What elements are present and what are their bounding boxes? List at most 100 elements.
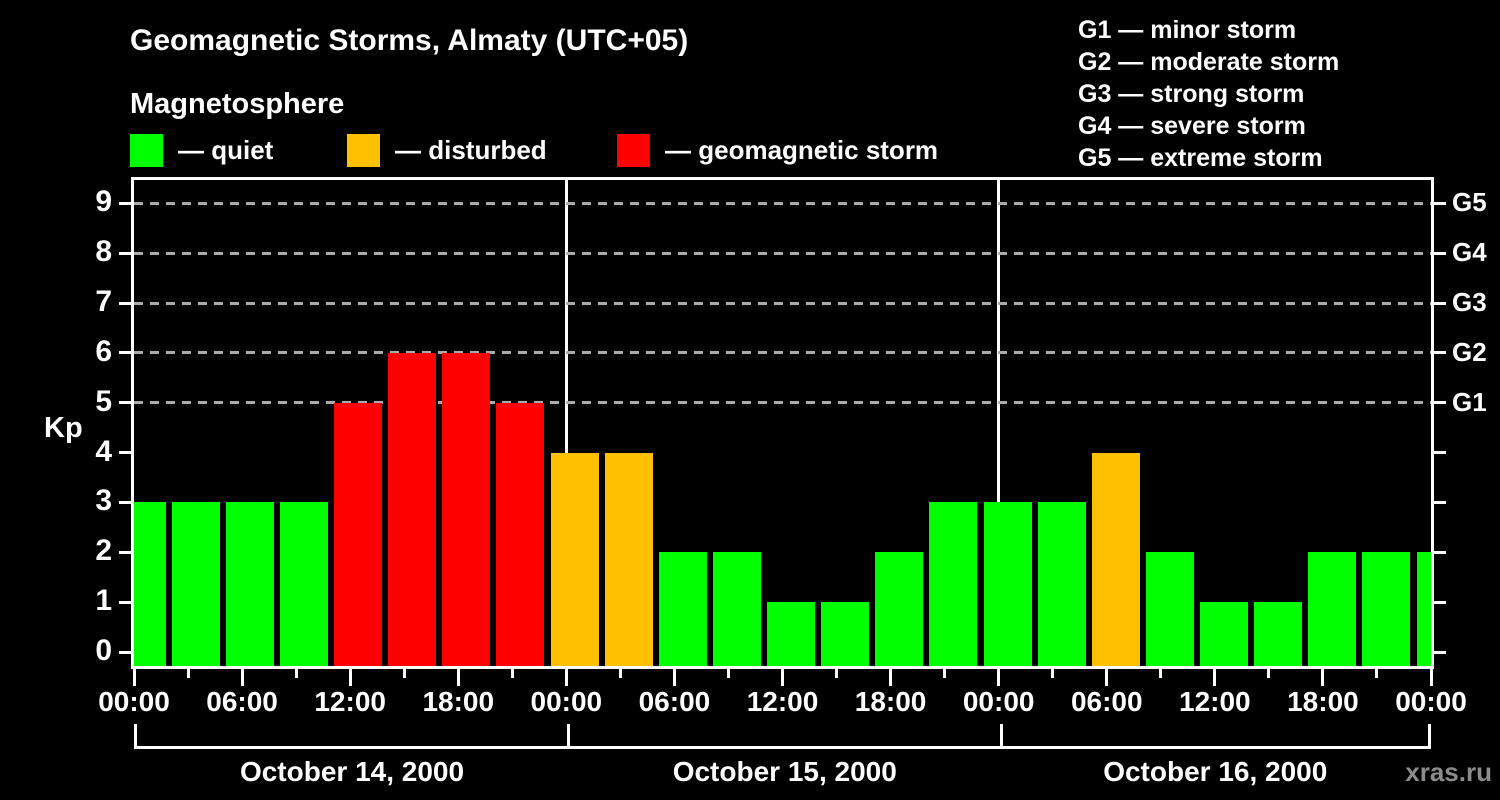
y-tick-right [1434,500,1446,504]
kp-bar [1091,452,1140,668]
date-label-day3: October 16, 2000 [1103,756,1328,787]
g-legend-line-3: G3 — strong storm [1078,80,1305,108]
x-tick [835,669,839,678]
watermark: xras.ru [1405,757,1492,787]
y-axis-title: Kp [44,412,83,444]
y-tick-label: 6 [95,334,112,368]
g-legend-line-1: G1 — minor storm [1078,16,1297,44]
x-tick [510,669,514,678]
g-legend-line-2: G2 — moderate storm [1078,48,1340,76]
kp-bar [225,502,274,668]
x-tick [564,669,568,686]
date-bracket-tick [134,724,137,749]
gridline-kp5 [134,401,1431,405]
x-tick [402,669,406,678]
legend-item-geomagnetic-storm: — geomagnetic storm [617,134,938,167]
x-tick [672,669,676,686]
kp-bar [929,502,978,668]
y-tick-label: 0 [95,634,112,667]
day-separator-line [997,177,1001,666]
date-bracket-line [134,746,1431,749]
legend-label-disturbed: — disturbed [395,135,547,165]
g-legend-line-5: G5 — extreme storm [1078,144,1323,172]
x-tick-label: 12:00 [314,686,386,717]
y-tick-left [119,550,131,554]
x-tick [240,669,244,686]
legend-label-geomagnetic-storm: — geomagnetic storm [665,135,939,165]
y-tick-label: 8 [95,235,112,269]
kp-bar [821,602,870,668]
y-tick-left [119,351,131,355]
y-tick-label: 1 [95,584,112,618]
y-tick-label: 3 [95,484,112,518]
x-tick-label: 18:00 [422,686,495,717]
kp-bar [875,552,924,668]
kp-bar [1254,602,1303,668]
y-tick-right [1434,401,1446,405]
y-tick-label: 5 [95,384,112,418]
y-tick-left [119,650,131,654]
kp-bar [604,452,653,668]
y-tick-right [1434,650,1446,654]
kp-bar [1037,502,1086,668]
y-tick-right [1434,451,1446,455]
x-tick-label: 00:00 [530,686,603,717]
kp-bar [1308,552,1357,668]
x-tick [1321,669,1325,686]
x-tick [726,669,730,678]
kp-bar [658,552,707,668]
x-tick-label: 00:00 [98,686,170,717]
kp-bar [442,352,491,668]
g-scale-legend: G1 — minor storm G2 — moderate storm G3 — … [1078,14,1339,174]
y-tick-label: 4 [95,434,112,468]
kp-bar [388,352,437,668]
x-tick [781,669,784,686]
kp-bar [496,402,545,668]
date-bracket-tick [999,724,1003,749]
x-tick-label: 18:00 [854,686,927,717]
gridline-kp9 [134,201,1431,205]
legend-label-quiet: — quiet [178,135,274,165]
y-tick-label: 9 [95,185,112,219]
x-tick [943,669,947,678]
quiet-swatch-icon [130,134,163,167]
y-tick-label: 7 [95,285,112,318]
g-level-label-g3: G3 [1452,287,1487,317]
gridline-kp6 [134,351,1431,355]
x-tick [132,669,136,686]
x-tick-label: 00:00 [962,686,1035,717]
y-tick-right [1434,351,1446,355]
y-tick-right [1434,201,1446,205]
x-tick-label: 06:00 [206,686,278,717]
y-tick-left [119,251,131,255]
kp-bar [1200,602,1248,668]
kp-bar [134,502,166,668]
y-tick-left [119,500,131,504]
y-tick-right [1434,550,1446,554]
gridline-kp8 [134,251,1431,255]
x-tick [1213,669,1217,686]
x-tick [1105,669,1109,686]
x-tick-label: 12:00 [1179,686,1251,717]
g-level-label-g4: G4 [1452,237,1487,268]
x-tick [1429,669,1433,686]
x-tick-label: 06:00 [1070,686,1143,717]
x-tick [186,669,190,678]
x-tick [294,669,298,678]
kp-bar [171,502,220,668]
x-tick-label: 12:00 [746,686,819,717]
date-bracket-tick [1428,724,1431,749]
kp-bar [550,452,599,668]
geomagnetic-storm-swatch-icon [617,134,650,167]
x-tick [1159,669,1163,678]
x-tick-label: 18:00 [1287,686,1359,717]
date-label-day2: October 15, 2000 [672,756,897,787]
date-label-day1: October 14, 2000 [239,756,465,787]
gridline-kp7 [134,301,1431,305]
legend-item-disturbed: — disturbed [347,134,547,167]
chart-title: Geomagnetic Storms, Almaty (UTC+05) [130,24,689,57]
y-tick-label: 2 [95,534,112,568]
kp-bar [1416,552,1431,668]
disturbed-swatch-icon [347,134,380,167]
